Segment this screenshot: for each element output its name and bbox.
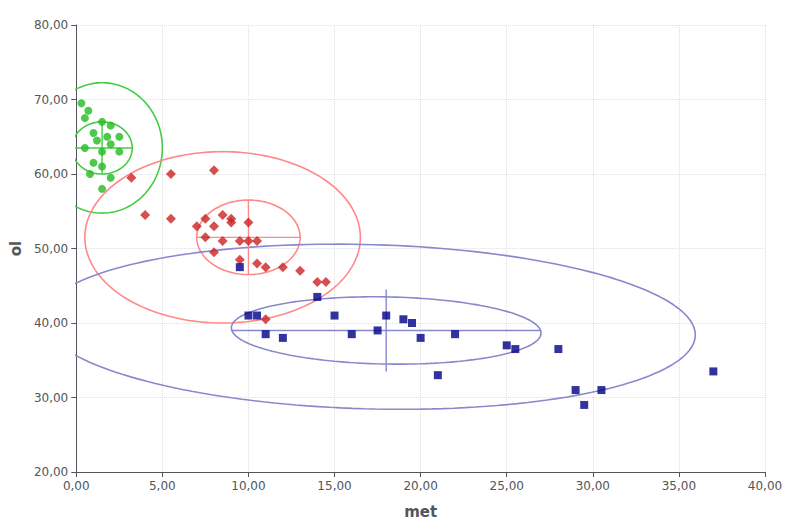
svg-text:10,00: 10,00 (231, 479, 265, 493)
svg-text:70,00: 70,00 (34, 93, 68, 107)
svg-text:30,00: 30,00 (576, 479, 610, 493)
svg-text:25,00: 25,00 (490, 479, 524, 493)
svg-text:40,00: 40,00 (748, 479, 782, 493)
svg-text:20,00: 20,00 (34, 465, 68, 479)
svg-text:35,00: 35,00 (662, 479, 696, 493)
svg-text:5,00: 5,00 (149, 479, 176, 493)
svg-text:met: met (404, 503, 437, 521)
svg-text:60,00: 60,00 (34, 167, 68, 181)
svg-text:30,00: 30,00 (34, 391, 68, 405)
svg-text:0,00: 0,00 (63, 479, 90, 493)
svg-text:20,00: 20,00 (403, 479, 437, 493)
svg-text:80,00: 80,00 (34, 18, 68, 32)
svg-text:50,00: 50,00 (34, 242, 68, 256)
svg-text:ol: ol (7, 241, 25, 256)
svg-text:40,00: 40,00 (34, 316, 68, 330)
svg-text:15,00: 15,00 (317, 479, 351, 493)
